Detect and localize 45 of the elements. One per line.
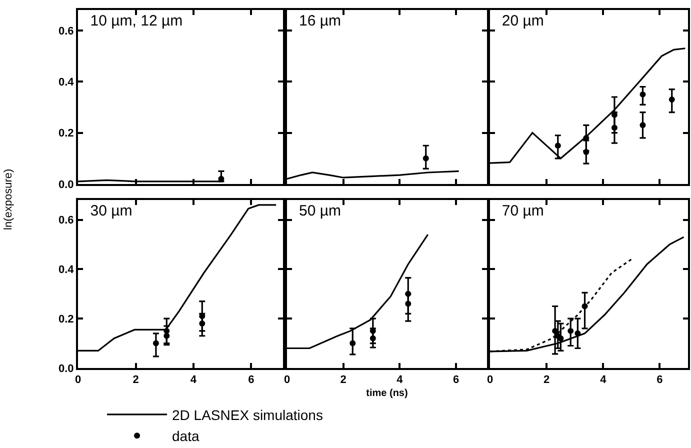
- point: [554, 142, 561, 149]
- x-tick-label: 4: [396, 374, 404, 386]
- x-tick-label: 0: [486, 374, 494, 386]
- point: [152, 340, 159, 346]
- x-tick-label: 2: [544, 374, 550, 386]
- point: [574, 330, 581, 336]
- point: [611, 124, 618, 131]
- y-tick-label: 0.0: [58, 362, 74, 375]
- legend-label: 2D LASNEX simulations: [172, 406, 323, 423]
- chart-title: 20 µm: [502, 12, 544, 30]
- point: [640, 122, 646, 128]
- y-tick-label: 0.2: [58, 128, 74, 140]
- point: [583, 149, 590, 156]
- point: [164, 332, 170, 339]
- y-tick-label: 0.6: [58, 214, 74, 227]
- x-tick-label: 6: [656, 374, 663, 386]
- chart-title: 16 µm: [299, 12, 341, 30]
- y-tick-label: 0.4: [58, 76, 75, 88]
- chart-title: 10 µm, 12 µm: [90, 12, 183, 30]
- point: [405, 300, 412, 307]
- y-tick-label: 0.2: [58, 313, 74, 326]
- point: [568, 328, 574, 334]
- x-tick-label: 2: [340, 374, 346, 386]
- point: [370, 335, 376, 342]
- x-tick-label: 6: [248, 374, 254, 386]
- point: [350, 340, 356, 346]
- x-tick-label: 6: [452, 374, 460, 386]
- chart-title: 70 µm: [502, 202, 544, 220]
- legend-label: data: [172, 428, 200, 444]
- point: [199, 320, 206, 327]
- point: [640, 91, 646, 98]
- x-tick-label: 4: [190, 374, 198, 386]
- y-tick-label: 0.0: [58, 178, 74, 191]
- chart-title: 30 µm: [90, 202, 132, 220]
- x-axis-title: time (ns): [366, 388, 408, 400]
- chart-title: 50 µm: [299, 202, 341, 220]
- x-tick-label: 2: [132, 374, 139, 386]
- y-tick-label: 0.4: [58, 264, 75, 276]
- y-axis-title: ln(exposure): [2, 168, 15, 230]
- point: [582, 303, 588, 310]
- y-tick-label: 0.6: [58, 25, 74, 38]
- point: [668, 96, 675, 103]
- x-tick-label: 0: [284, 374, 290, 386]
- x-tick-label: 0: [74, 374, 82, 386]
- x-tick-label: 4: [600, 374, 608, 386]
